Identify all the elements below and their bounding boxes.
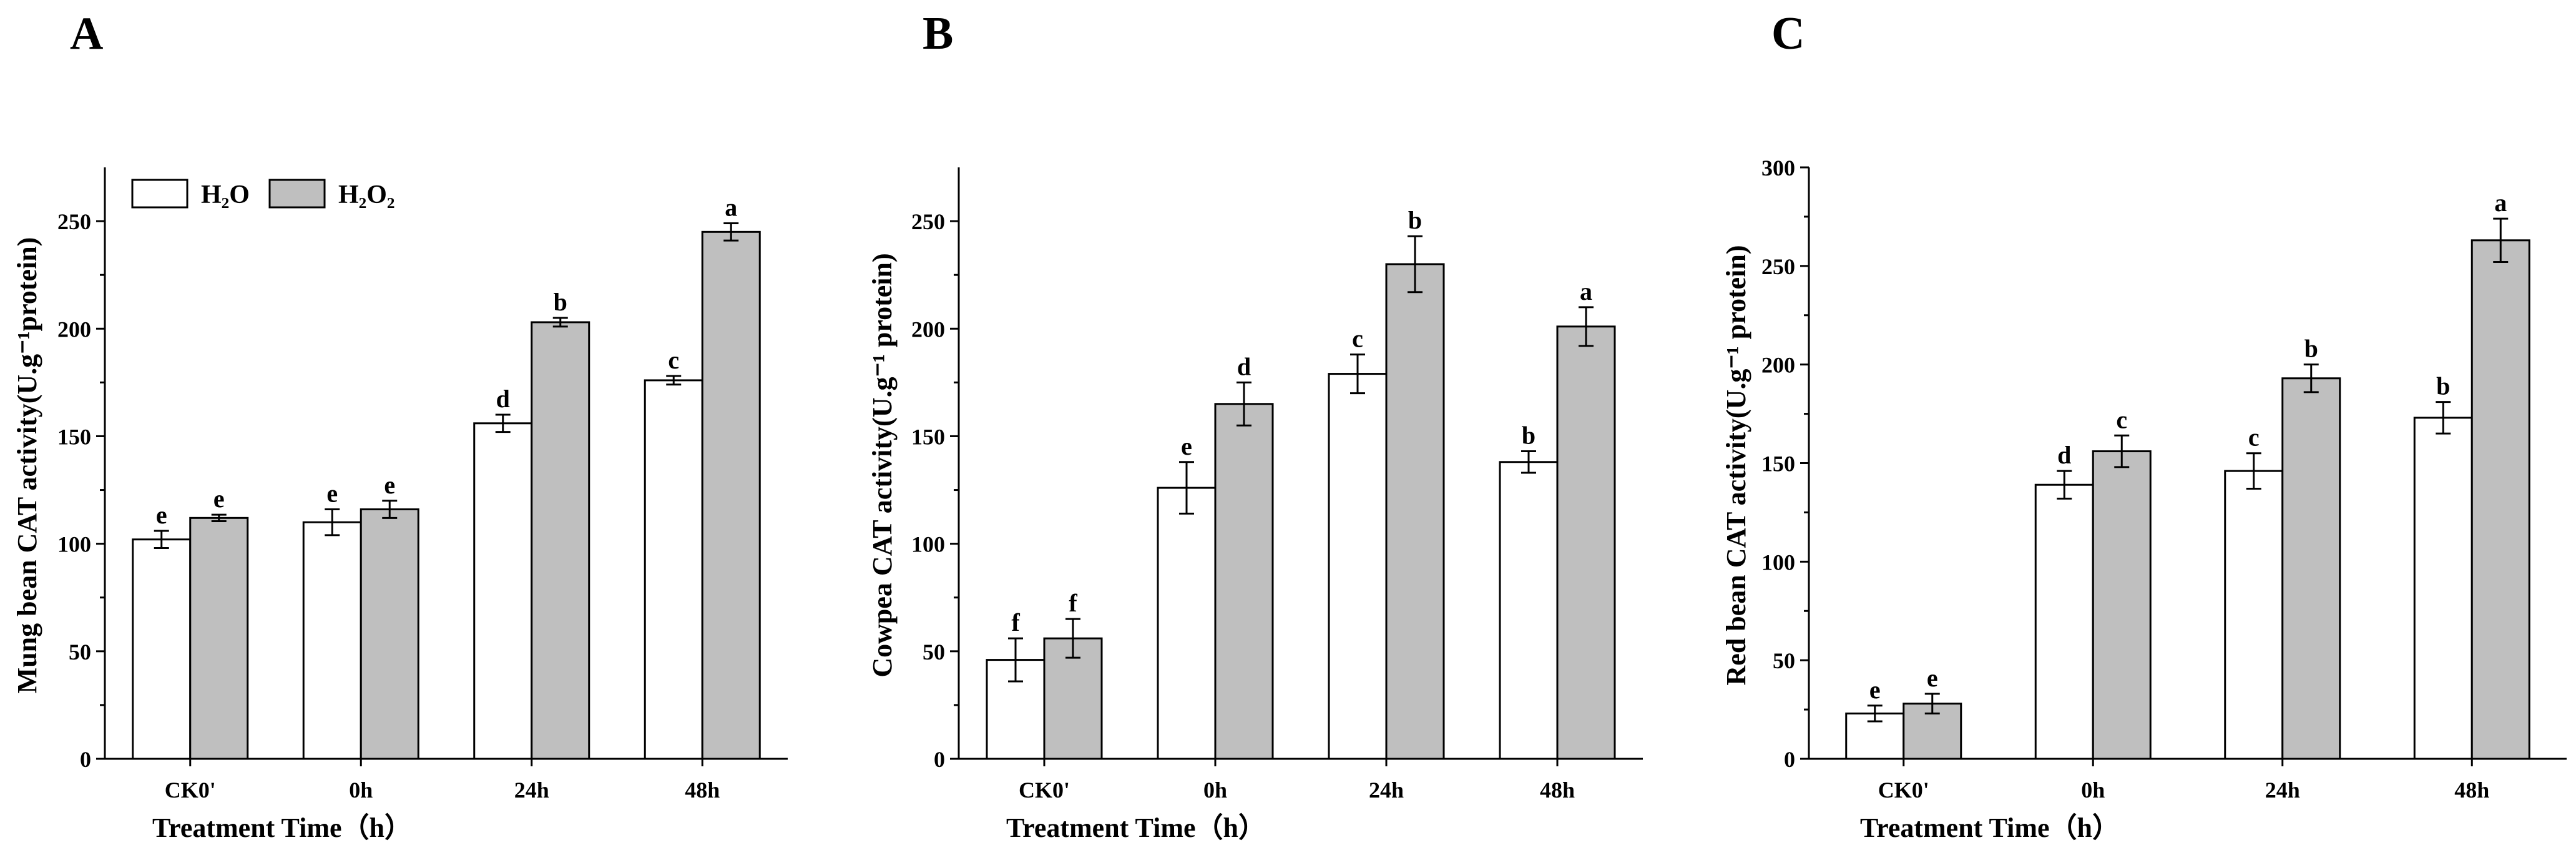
panel-b-bar (1214, 403, 1274, 760)
legend-h2o-label: H₂O (201, 180, 250, 209)
panel-b-y-tick-label: 50 (923, 640, 945, 665)
panel-b-plot: f e c b f d b a 0 50 100 150 200 250 CK0' 0h 24h 48h (911, 167, 1643, 803)
panel-a-bar (701, 230, 761, 760)
panel-b-significance-letter: b (1522, 422, 1535, 450)
panel-c-significance-letter: d (2057, 441, 2071, 469)
panel-c-significance-letter: c (2116, 405, 2127, 433)
panel-a-x-tick-label: 24h (514, 778, 549, 803)
panel-c-significance-letter: c (2248, 423, 2260, 452)
panel-c-x-tick-label: CK0' (1878, 778, 1929, 803)
panel-c-y-tick-label: 100 (1761, 550, 1795, 575)
panel-c-y-tick-label: 200 (1761, 353, 1795, 378)
panel-c-y-axis-title: Red bean CAT activity(U.g⁻¹ protein) (1721, 245, 1751, 686)
panel-b-y-tick-label: 0 (934, 747, 945, 772)
panel-c-bar (2034, 483, 2094, 760)
panel-b-x-tick-label: 24h (1369, 778, 1404, 803)
panel-a-y-axis-title: Mung bean CAT activity(U.g⁻¹protein) (12, 237, 42, 694)
panel-a-y-tick-label: 50 (69, 640, 91, 665)
panel-b-significance-letter: a (1580, 277, 1592, 305)
panel-c-x-tick-label: 48h (2454, 778, 2489, 803)
panel-b-bar (1499, 461, 1559, 760)
panel-a-significance-letter: d (496, 385, 510, 413)
legend-h2o2-label: H₂O₂ (338, 180, 395, 209)
panel-a-y-tick-label: 200 (57, 317, 91, 342)
panel-b-significance-letter: f (1011, 608, 1020, 636)
panel-a-significance-letter: e (384, 471, 395, 499)
panel-a-significance-letter: a (725, 194, 737, 222)
panel-a-x-tick-label: 48h (685, 778, 720, 803)
panel-b-y-tick-label: 200 (911, 317, 945, 342)
panel-c-x-axis-title: Treatment Time（h） (1860, 813, 2120, 843)
panel-b-bar (1328, 373, 1388, 760)
panel-a-plot: e e d c e e b a 0 50 100 150 200 250 CK0' 0h 24h 48h (57, 167, 788, 803)
panel-a-significance-letter: c (668, 346, 679, 374)
panel-b-x-axis-title: Treatment Time（h） (1006, 813, 1266, 843)
panel-a-x-axis-title: Treatment Time（h） (152, 813, 412, 843)
panel-c-y-tick-label: 300 (1761, 156, 1795, 180)
panel-b-significance-letter: d (1237, 352, 1251, 380)
panel-a-bar (473, 422, 533, 760)
panel-b-y-tick-label: 150 (911, 424, 945, 449)
panel-a-y-tick-label: 150 (57, 424, 91, 449)
panel-a: A e e d c e e b a 0 50 100 150 200 250 CK0' 0h 24h 48h Tr… (12, 8, 788, 843)
panel-c-x-tick-label: 24h (2265, 778, 2300, 803)
legend-h2o2-swatch (268, 179, 326, 209)
panel-c-x-tick-label: 0h (2081, 778, 2105, 803)
panel-c-significance-letter: a (2494, 189, 2507, 217)
panel-a-significance-letter: b (554, 288, 567, 316)
panel-a-bar (531, 321, 590, 760)
panel-a-x-tick-label: CK0' (165, 778, 216, 803)
panel-a-significance-letter: e (156, 501, 167, 529)
panel-c-bar (2092, 450, 2152, 760)
panel-a-bar (189, 516, 249, 760)
panel-c-letter: C (1771, 8, 1805, 59)
panel-c-y-tick-label: 0 (1784, 747, 1795, 772)
panel-a-letter: A (70, 8, 103, 59)
legend: H₂O H₂O₂ (131, 179, 395, 209)
legend-h2o-swatch (131, 179, 189, 209)
panel-c-significance-letter: b (2304, 335, 2318, 363)
panel-a-bar (302, 521, 362, 760)
panel-b-x-tick-label: CK0' (1019, 778, 1070, 803)
panel-b-significance-letter: c (1352, 325, 1363, 353)
panel-b-significance-letter: b (1408, 206, 1422, 234)
panel-b-y-tick-label: 250 (911, 209, 945, 234)
panel-b-bar (1157, 487, 1217, 760)
panel-a-bar (360, 508, 419, 760)
panel-c-y-tick-label: 250 (1761, 254, 1795, 279)
panel-c-significance-letter: e (1869, 676, 1881, 704)
panel-a-x-tick-label: 0h (349, 778, 373, 803)
panel-b-bar (1556, 325, 1616, 760)
panel-c-bar (2471, 239, 2530, 760)
panel-a-y-tick-label: 0 (80, 747, 91, 772)
panel-b-y-tick-label: 100 (911, 532, 945, 557)
panel-b-y-axis-title: Cowpea CAT activity(U.g⁻¹ protein) (867, 253, 898, 677)
panel-c-significance-letter: e (1927, 664, 1938, 692)
panel-b-x-tick-label: 48h (1540, 778, 1575, 803)
panel-b-significance-letter: e (1181, 432, 1192, 460)
panel-c-bar (2281, 377, 2341, 760)
panel-b-letter: B (923, 8, 953, 59)
panel-b-x-tick-label: 0h (1203, 778, 1227, 803)
panel-a-y-tick-label: 250 (57, 209, 91, 234)
panel-b-significance-letter: f (1069, 589, 1077, 617)
panel-c-bar (2224, 470, 2284, 760)
panel-b: B f e c b f d b a 0 50 100 150 200 250 CK0' 0h 24h 48h Tr… (867, 8, 1643, 843)
panel-a-bar (132, 538, 192, 760)
panel-c-bar (2413, 417, 2473, 760)
panel-a-bar (644, 379, 703, 760)
panel-c-plot: e d c b e c b a 0 50 100 150 200 250 300 CK0' 0h 24h 48h (1761, 156, 2567, 803)
panel-b-bar (1385, 263, 1445, 760)
panel-c: C e d c b e c b a 0 50 100 150 200 250 300 CK0' 0h 24h 48h… (1721, 8, 2567, 843)
panel-c-y-tick-label: 150 (1761, 452, 1795, 477)
panel-a-y-tick-label: 100 (57, 532, 91, 557)
panel-c-y-tick-label: 50 (1773, 648, 1795, 673)
panel-a-significance-letter: e (326, 480, 338, 508)
panel-c-significance-letter: b (2436, 372, 2450, 400)
panel-a-significance-letter: e (213, 485, 225, 513)
